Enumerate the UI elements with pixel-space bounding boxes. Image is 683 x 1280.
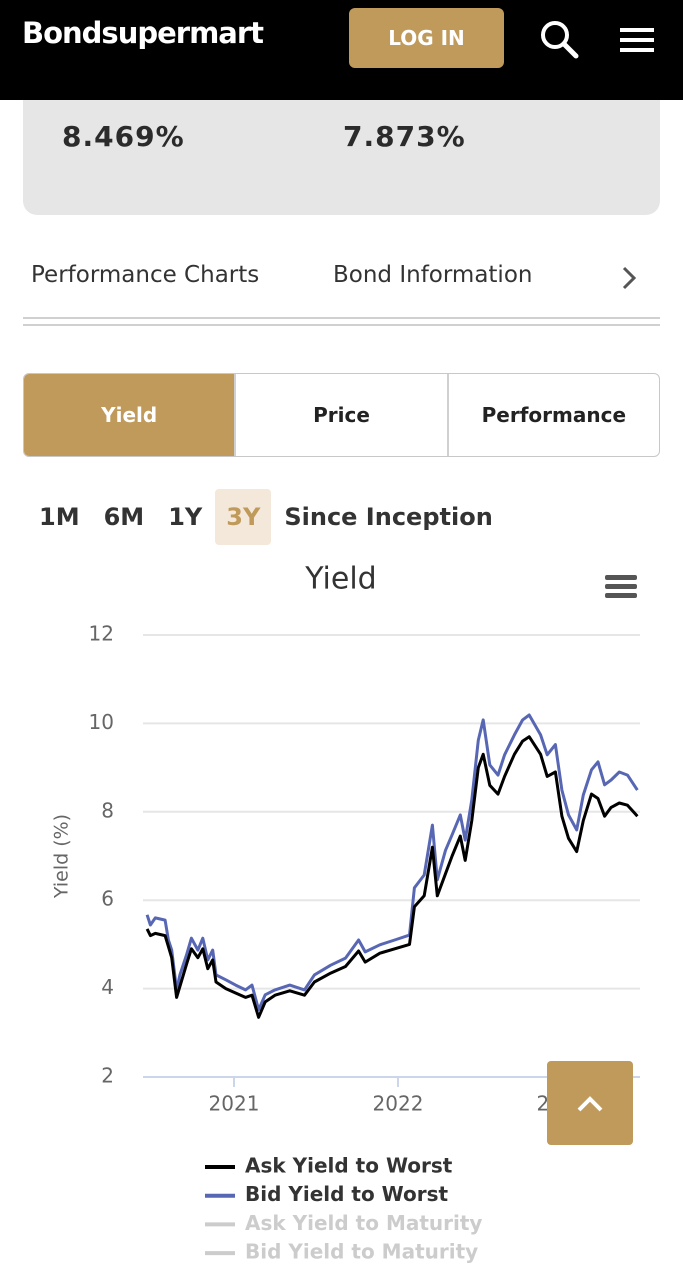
y-tick-label: 4 bbox=[101, 975, 114, 999]
menu-icon[interactable] bbox=[618, 26, 658, 54]
scroll-to-top[interactable] bbox=[547, 1061, 633, 1145]
series-line bbox=[145, 713, 639, 1012]
y-tick-label: 10 bbox=[89, 710, 114, 734]
chart-tabs: Yield Price Performance bbox=[23, 373, 660, 457]
x-tick-label: 2022 bbox=[373, 1092, 424, 1116]
range-button[interactable]: 1Y bbox=[168, 503, 203, 531]
series-line bbox=[145, 735, 639, 1019]
tab[interactable]: Performance Charts bbox=[31, 262, 260, 288]
header: Bondsupermart LOG IN bbox=[0, 0, 683, 100]
range-button[interactable]: 6M bbox=[103, 503, 145, 531]
y-tick-label: 8 bbox=[101, 798, 114, 822]
y-tick-label: 12 bbox=[89, 622, 114, 646]
y-axis-label: Yield (%) bbox=[51, 814, 73, 899]
y-tick-label: 2 bbox=[101, 1064, 114, 1088]
chart-tab[interactable]: Price bbox=[234, 374, 446, 456]
range-button[interactable]: Since Inception bbox=[284, 503, 493, 531]
arrow-up-icon bbox=[577, 1096, 603, 1112]
legend-label: Ask Yield to Worst bbox=[245, 1154, 453, 1178]
chart-tab[interactable]: Yield bbox=[24, 374, 235, 456]
legend-label: Ask Yield to Maturity bbox=[245, 1211, 482, 1235]
legend-label: Bid Yield to Worst bbox=[245, 1182, 449, 1206]
chart-tab[interactable]: Performance bbox=[446, 374, 659, 456]
logo[interactable]: Bondsupermart bbox=[22, 16, 264, 50]
summary-value: 7.873% bbox=[343, 120, 466, 153]
range-selector: 1M 6M 1Y 3Y Since Inception bbox=[28, 489, 506, 545]
range-button[interactable]: 1M bbox=[39, 503, 80, 531]
legend-label: Bid Yield to Maturity bbox=[245, 1240, 478, 1264]
divider bbox=[23, 324, 660, 326]
tab[interactable]: Bond Information bbox=[333, 262, 533, 288]
chart-title: Yield bbox=[304, 562, 376, 597]
chart-menu[interactable] bbox=[605, 575, 637, 598]
login-button[interactable]: LOG IN bbox=[349, 8, 504, 68]
summary-value: 8.469% bbox=[62, 120, 185, 153]
y-tick-label: 6 bbox=[101, 887, 114, 911]
divider bbox=[23, 317, 660, 319]
chevron-right[interactable] bbox=[618, 264, 642, 292]
x-tick-label: 2021 bbox=[209, 1092, 260, 1116]
search-icon[interactable] bbox=[538, 18, 580, 60]
range-button[interactable]: 3Y bbox=[215, 489, 272, 545]
